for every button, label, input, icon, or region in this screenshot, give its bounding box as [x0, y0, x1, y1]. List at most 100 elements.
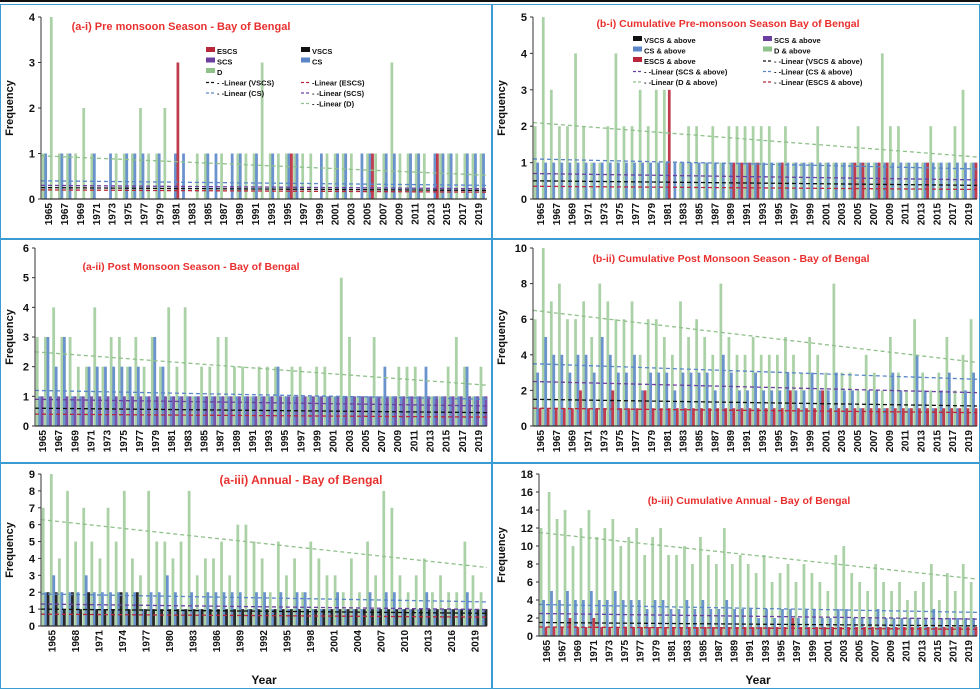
bar — [125, 592, 129, 626]
bar — [200, 609, 204, 626]
bar — [738, 162, 741, 199]
bar — [183, 307, 187, 426]
bar — [872, 162, 876, 199]
bar — [544, 162, 548, 199]
chart-title: (a-iii) Annual - Bay of Bengal — [220, 473, 383, 487]
bar — [555, 519, 559, 636]
y-tick-label: 10 — [521, 541, 533, 553]
bar — [823, 627, 827, 636]
bar — [867, 390, 870, 426]
y-tick-label: 6 — [23, 243, 29, 255]
bar — [582, 301, 585, 426]
bar — [348, 337, 351, 426]
trend-line — [40, 184, 488, 190]
bar — [789, 609, 792, 636]
bar — [153, 337, 157, 426]
bar — [934, 408, 938, 426]
bar — [169, 396, 173, 426]
bar — [150, 337, 154, 426]
bar — [436, 153, 439, 199]
bar — [802, 162, 806, 199]
bar — [786, 564, 790, 636]
bar — [859, 408, 862, 426]
x-tick-label: 2011 — [409, 430, 420, 452]
bar — [479, 592, 483, 626]
bar — [619, 546, 623, 636]
bar — [155, 396, 159, 426]
bar — [224, 337, 228, 426]
bar — [390, 507, 394, 626]
x-tick-label: 2015 — [932, 203, 943, 226]
bar — [722, 528, 726, 636]
bar — [741, 609, 745, 636]
x-tick-label: 1989 — [730, 640, 741, 663]
bar — [800, 162, 803, 199]
x-tick-label: 1969 — [70, 430, 81, 453]
bar — [914, 591, 917, 636]
x-tick-label: 2016 — [447, 630, 458, 653]
bar — [673, 390, 677, 426]
bar — [179, 541, 183, 626]
bar — [139, 575, 142, 626]
bar — [890, 591, 893, 636]
bar — [813, 408, 816, 426]
y-tick-label: 16 — [521, 487, 533, 499]
y-tick-label: 3 — [29, 570, 35, 582]
bar — [135, 592, 139, 626]
bar — [424, 366, 428, 426]
bar — [368, 592, 372, 626]
bar — [958, 627, 962, 636]
x-tick-label: 1973 — [599, 430, 610, 453]
bar — [60, 153, 64, 199]
bar — [220, 153, 223, 199]
bar — [287, 153, 291, 199]
bar — [850, 573, 854, 636]
bar — [892, 618, 896, 636]
bar — [73, 396, 77, 426]
bar — [964, 618, 968, 636]
chart-title: (b-iii) Cumulative Annual - Bay of Benga… — [648, 495, 851, 507]
bar — [872, 372, 876, 426]
x-tick-label: 1999 — [806, 203, 817, 226]
bar — [208, 366, 212, 426]
bar — [683, 546, 686, 636]
bar — [172, 396, 176, 426]
x-tick-label: 1999 — [808, 640, 819, 663]
x-tick-label: 2019 — [470, 630, 481, 653]
bar — [695, 627, 699, 636]
chart-svg-a-iii: 0 1 2 3 4 5 6 7 8 9 Frequency 1965 1968 1971 1974 1977 1… — [4, 469, 488, 687]
bar — [405, 366, 409, 426]
bar — [657, 372, 661, 426]
bar — [784, 126, 787, 199]
bar — [301, 592, 305, 626]
bar — [298, 366, 302, 426]
bar — [831, 627, 835, 636]
bar — [749, 609, 752, 636]
bar — [142, 366, 146, 426]
bar — [942, 408, 946, 426]
bar — [536, 372, 540, 426]
bar — [133, 592, 137, 626]
bar — [422, 558, 426, 626]
bar — [479, 366, 483, 426]
bar — [82, 108, 86, 199]
bar — [49, 396, 52, 426]
bar — [463, 541, 467, 626]
trend-line — [40, 186, 488, 192]
bar — [334, 396, 337, 426]
bar — [675, 555, 678, 636]
bar — [371, 609, 374, 626]
bar — [921, 372, 925, 426]
bar — [52, 575, 56, 626]
bar — [743, 126, 747, 199]
bar — [772, 408, 776, 426]
x-tick-label: 2019 — [964, 640, 975, 663]
bar — [780, 408, 784, 426]
bar — [592, 372, 596, 426]
bar — [789, 390, 792, 426]
y-tick-label: 12 — [521, 523, 533, 535]
y-tick-label: 1 — [23, 391, 29, 403]
bar — [921, 162, 925, 199]
x-tick-label: 1977 — [135, 430, 146, 453]
bar — [584, 354, 588, 426]
